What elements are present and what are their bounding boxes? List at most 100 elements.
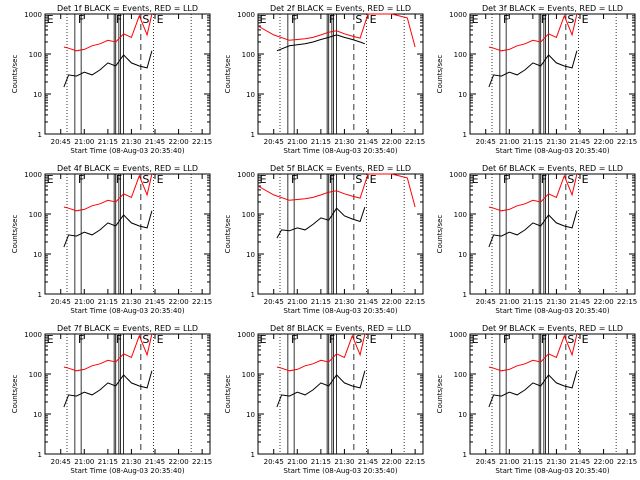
marker-label: F: [541, 333, 547, 346]
y-tick-label: 1: [463, 131, 467, 139]
x-axis-label: Start Time (08-Aug-03 20:35:40): [283, 467, 397, 475]
x-tick-label: 20:45: [51, 298, 71, 306]
plot-frame: [44, 13, 211, 135]
x-tick-label: 21:45: [570, 298, 590, 306]
y-tick-label: 100: [242, 51, 255, 59]
panel-1: Det 1f BLACK = Events, RED = LLD 1 10 100 10…: [11, 4, 212, 155]
panel-title: Det 5f BLACK = Events, RED = LLD: [270, 164, 411, 173]
series-events-line: [276, 370, 366, 408]
x-tick-label: 21:00: [74, 458, 94, 466]
x-tick-label: 21:00: [499, 458, 519, 466]
marker-label: S: [142, 13, 149, 26]
x-tick-label: 22:15: [617, 458, 637, 466]
x-tick-label: 21:45: [145, 138, 165, 146]
series-lld-line: [63, 333, 153, 372]
y-tick-label: 100: [29, 371, 42, 379]
x-tick-label: 22:15: [405, 458, 425, 466]
series-lld-line: [63, 173, 153, 212]
y-tick-label: 1000: [24, 11, 42, 19]
plot-frame: [44, 173, 211, 295]
x-tick-label: 22:15: [617, 298, 637, 306]
x-axis-label: Start Time (08-Aug-03 20:35:40): [70, 467, 184, 475]
y-tick-label: 1000: [449, 331, 467, 339]
y-tick-label: 1000: [237, 171, 255, 179]
panel-title: Det 8f BLACK = Events, RED = LLD: [270, 324, 411, 333]
x-tick-label: 21:15: [523, 138, 543, 146]
marker-label: F: [291, 13, 297, 26]
panel-4: Det 4f BLACK = Events, RED = LLD 1 10 100 10…: [11, 164, 212, 315]
panel-5: Det 5f BLACK = Events, RED = LLD 1 10 100 10…: [224, 164, 425, 315]
x-tick-label: 21:45: [570, 138, 590, 146]
plot-frame: [469, 13, 636, 135]
marker-label: F: [116, 333, 122, 346]
x-tick-label: 22:15: [192, 298, 212, 306]
x-tick-label: 22:00: [381, 298, 401, 306]
marker-label: F: [329, 333, 335, 346]
marker-label: E: [370, 13, 377, 26]
y-tick-label: 100: [242, 211, 255, 219]
y-tick-label: 1: [463, 451, 467, 459]
marker-label: S: [142, 333, 149, 346]
marker-label: E: [370, 333, 377, 346]
panel-title: Det 1f BLACK = Events, RED = LLD: [57, 4, 198, 13]
marker-label: E: [260, 173, 267, 186]
series-events-line: [276, 206, 366, 239]
x-tick-label: 22:00: [593, 138, 613, 146]
y-tick-label: 1: [38, 131, 42, 139]
x-tick-label: 22:00: [593, 298, 613, 306]
series-lld-line: [488, 333, 578, 372]
y-axis-label: Counts/sec: [11, 375, 19, 414]
x-tick-label: 22:00: [168, 458, 188, 466]
y-axis-label: Counts/sec: [224, 375, 232, 414]
x-tick-label: 20:45: [264, 138, 284, 146]
x-tick-label: 21:30: [546, 298, 566, 306]
x-tick-label: 21:30: [334, 298, 354, 306]
y-axis-label: Counts/sec: [436, 375, 444, 414]
x-tick-label: 22:00: [168, 298, 188, 306]
marker-label: E: [260, 13, 267, 26]
x-tick-label: 22:15: [617, 138, 637, 146]
plot-frame: [469, 333, 636, 455]
x-tick-label: 21:30: [334, 458, 354, 466]
series-events-line: [63, 370, 153, 408]
series-lld-line: [257, 173, 416, 208]
series-events-line: [488, 50, 578, 88]
y-tick-label: 100: [454, 51, 467, 59]
y-tick-label: 100: [242, 371, 255, 379]
series-events-line: [63, 50, 153, 88]
plot-frame: [469, 173, 636, 295]
x-tick-label: 21:00: [499, 138, 519, 146]
x-tick-label: 21:00: [287, 138, 307, 146]
y-tick-label: 1000: [24, 331, 42, 339]
marker-label: E: [260, 333, 267, 346]
x-tick-label: 21:15: [523, 458, 543, 466]
marker-label: F: [78, 173, 84, 186]
y-tick-label: 10: [33, 251, 42, 259]
y-tick-label: 10: [458, 251, 467, 259]
x-tick-label: 20:45: [51, 458, 71, 466]
series-events-line: [488, 370, 578, 408]
marker-label: F: [291, 173, 297, 186]
y-tick-label: 100: [29, 211, 42, 219]
x-tick-label: 21:45: [145, 298, 165, 306]
plot-frame: [257, 13, 424, 135]
x-axis-label: Start Time (08-Aug-03 20:35:40): [70, 147, 184, 155]
x-tick-label: 21:15: [311, 138, 331, 146]
y-tick-label: 1000: [24, 171, 42, 179]
x-tick-label: 22:15: [192, 138, 212, 146]
series-events-line: [276, 34, 366, 52]
y-tick-label: 1: [251, 451, 255, 459]
marker-label: S: [567, 333, 574, 346]
x-tick-label: 22:15: [405, 138, 425, 146]
marker-label: S: [567, 13, 574, 26]
x-tick-label: 21:45: [358, 298, 378, 306]
series-lld-line: [257, 13, 416, 48]
y-tick-label: 10: [458, 411, 467, 419]
plot-frame: [257, 173, 424, 295]
y-tick-label: 1000: [237, 331, 255, 339]
x-tick-label: 21:30: [546, 138, 566, 146]
y-axis-label: Counts/sec: [11, 55, 19, 94]
series-lld-line: [276, 333, 366, 372]
marker-label: F: [503, 173, 509, 186]
series-lld-line: [488, 173, 578, 212]
